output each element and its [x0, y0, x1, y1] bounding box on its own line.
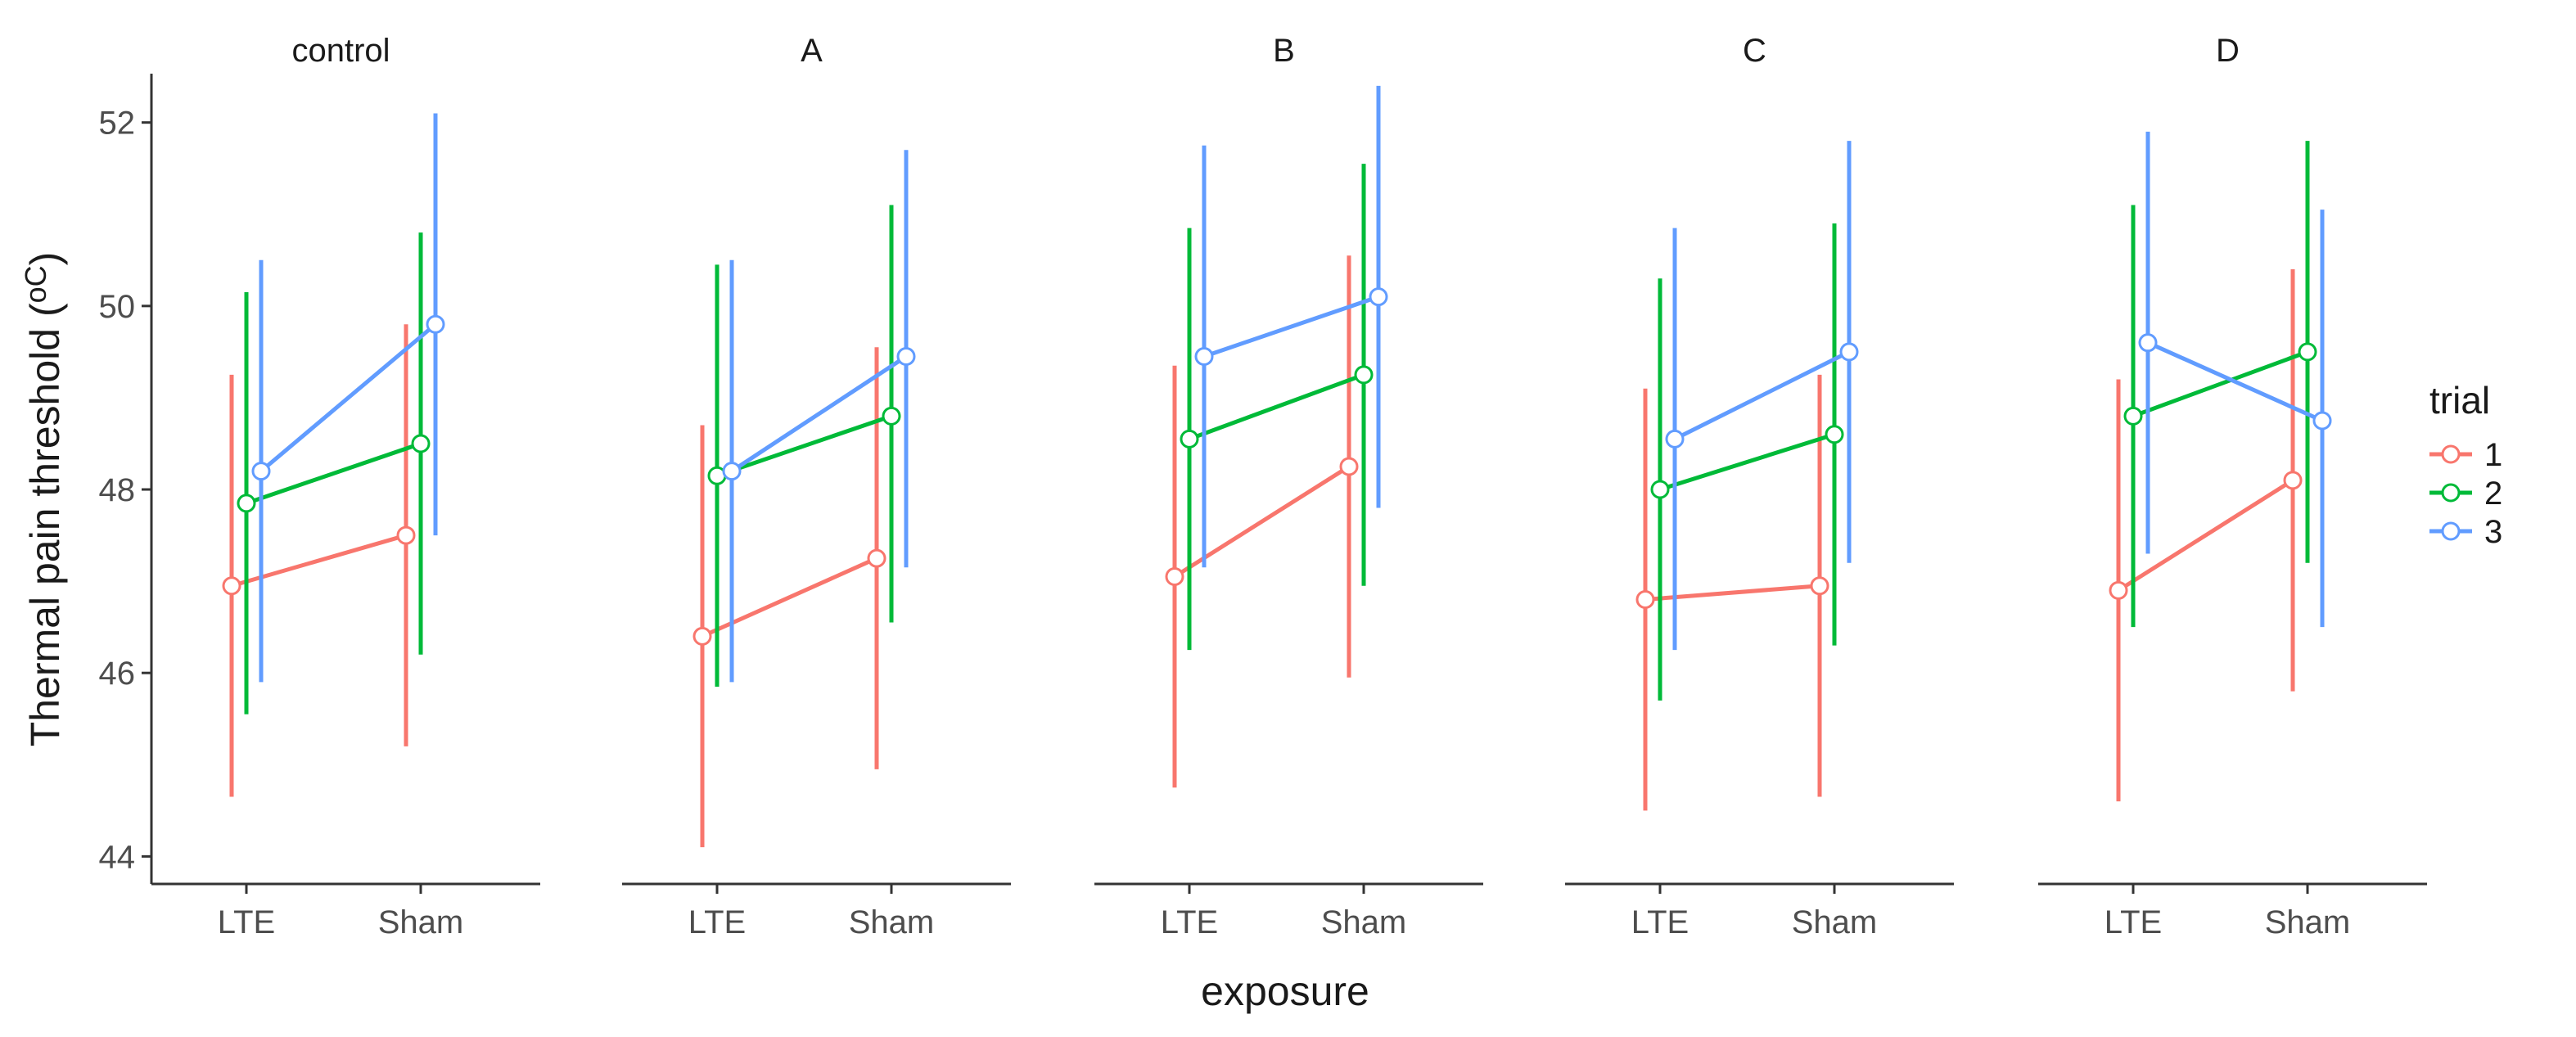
- legend-label-1: 1: [2484, 437, 2502, 473]
- x-tick-label-lte: LTE: [1161, 904, 1218, 940]
- series-line-trial-1: [701, 556, 878, 638]
- facets-layer: 44 46 48 50 52 control LTE Sham A LTE Sham B LTE Sham…: [99, 33, 2427, 940]
- series-line-trial-1: [1644, 584, 1820, 602]
- facet-title-d: D: [2216, 33, 2240, 69]
- point-trial-1-lte: [222, 576, 241, 596]
- facet-control: control LTE Sham: [151, 33, 540, 940]
- point-trial-2-lte: [1180, 429, 1199, 449]
- legend-key-point-2: [2441, 483, 2461, 503]
- point-trial-3-lte: [2138, 333, 2158, 353]
- y-axis-title: Thermal pain threshold (oC): [19, 252, 68, 747]
- x-tick-label-sham: Sham: [1792, 904, 1878, 940]
- legend-items: 123: [2429, 437, 2502, 550]
- point-trial-1-sham: [396, 525, 416, 545]
- facet-b: B LTE Sham: [1094, 33, 1483, 940]
- point-trial-1-lte: [2109, 580, 2128, 600]
- point-trial-3-sham: [426, 314, 445, 334]
- series-line-trial-1: [2117, 478, 2294, 593]
- series-line-trial-3: [2146, 340, 2324, 423]
- series-line-trial-3: [259, 322, 437, 473]
- point-trial-2-sham: [411, 434, 431, 453]
- series-line-trial-1: [1173, 464, 1351, 579]
- series-line-trial-3: [1673, 349, 1851, 441]
- legend-title: trial: [2429, 379, 2490, 422]
- series-line-trial-2: [716, 413, 892, 478]
- series-line-trial-3: [1203, 295, 1379, 358]
- point-trial-3-sham: [1369, 287, 1388, 307]
- point-trial-1-sham: [2283, 471, 2303, 490]
- facet-c: C LTE Sham: [1565, 33, 1954, 940]
- legend-item-3: 3: [2429, 514, 2502, 550]
- series-line-trial-2: [2132, 349, 2308, 418]
- point-trial-3-lte: [251, 462, 271, 481]
- point-trial-3-lte: [722, 462, 742, 481]
- point-trial-2-lte: [1650, 480, 1670, 499]
- point-trial-2-sham: [1825, 425, 1844, 444]
- point-trial-1-sham: [1810, 576, 1829, 596]
- x-tick-label-sham: Sham: [849, 904, 935, 940]
- point-trial-2-sham: [882, 406, 901, 426]
- series-line-trial-2: [246, 441, 422, 506]
- point-trial-3-lte: [1194, 346, 1214, 366]
- x-tick-label-lte: LTE: [2105, 904, 2162, 940]
- x-tick-label-lte: LTE: [1631, 904, 1689, 940]
- series-line-trial-1: [231, 533, 407, 588]
- x-axis-title: exposure: [1201, 968, 1369, 1014]
- point-trial-1-lte: [692, 626, 712, 646]
- legend: trial 123: [2429, 379, 2502, 550]
- x-tick-label-sham: Sham: [2265, 904, 2351, 940]
- point-trial-3-sham: [896, 346, 916, 366]
- facet-title-b: B: [1273, 33, 1295, 69]
- x-tick-label-lte: LTE: [218, 904, 275, 940]
- series-line-trial-2: [1659, 432, 1835, 492]
- y-tick-label-48: 48: [99, 472, 136, 508]
- point-trial-1-sham: [867, 548, 886, 568]
- point-trial-2-sham: [2298, 342, 2317, 362]
- series-line-trial-2: [1189, 372, 1365, 441]
- point-trial-2-sham: [1354, 365, 1374, 385]
- point-trial-3-sham: [1839, 342, 1859, 362]
- legend-label-3: 3: [2484, 514, 2502, 550]
- facet-a: A LTE Sham: [622, 33, 1011, 940]
- legend-key-point-1: [2441, 444, 2461, 464]
- point-trial-3-lte: [1665, 429, 1685, 449]
- legend-label-2: 2: [2484, 476, 2502, 512]
- series-line-trial-3: [730, 354, 908, 473]
- point-trial-2-lte: [2123, 406, 2143, 426]
- x-tick-label-lte: LTE: [688, 904, 746, 940]
- facet-title-a: A: [801, 33, 823, 69]
- y-tick-label-44: 44: [99, 839, 136, 875]
- legend-item-1: 1: [2429, 437, 2502, 473]
- y-axis-title-close: ): [22, 252, 68, 266]
- y-tick-label-52: 52: [99, 106, 136, 142]
- point-trial-3-sham: [2312, 411, 2332, 431]
- x-tick-label-sham: Sham: [1321, 904, 1407, 940]
- y-axis-title-main: Thermal pain threshold (: [22, 303, 68, 746]
- facet-title-control: control: [291, 33, 390, 69]
- point-trial-1-lte: [1165, 567, 1184, 587]
- facet-d: D LTE Sham: [2038, 33, 2427, 940]
- x-tick-label-sham: Sham: [378, 904, 464, 940]
- y-axis-title-unit: oC: [19, 265, 52, 303]
- point-trial-1-sham: [1339, 457, 1359, 476]
- y-tick-label-46: 46: [99, 656, 136, 692]
- legend-item-2: 2: [2429, 476, 2502, 512]
- y-tick-label-50: 50: [99, 289, 136, 325]
- legend-key-point-3: [2441, 521, 2461, 541]
- point-trial-1-lte: [1635, 590, 1655, 610]
- point-trial-2-lte: [237, 494, 256, 513]
- facet-title-c: C: [1743, 33, 1766, 69]
